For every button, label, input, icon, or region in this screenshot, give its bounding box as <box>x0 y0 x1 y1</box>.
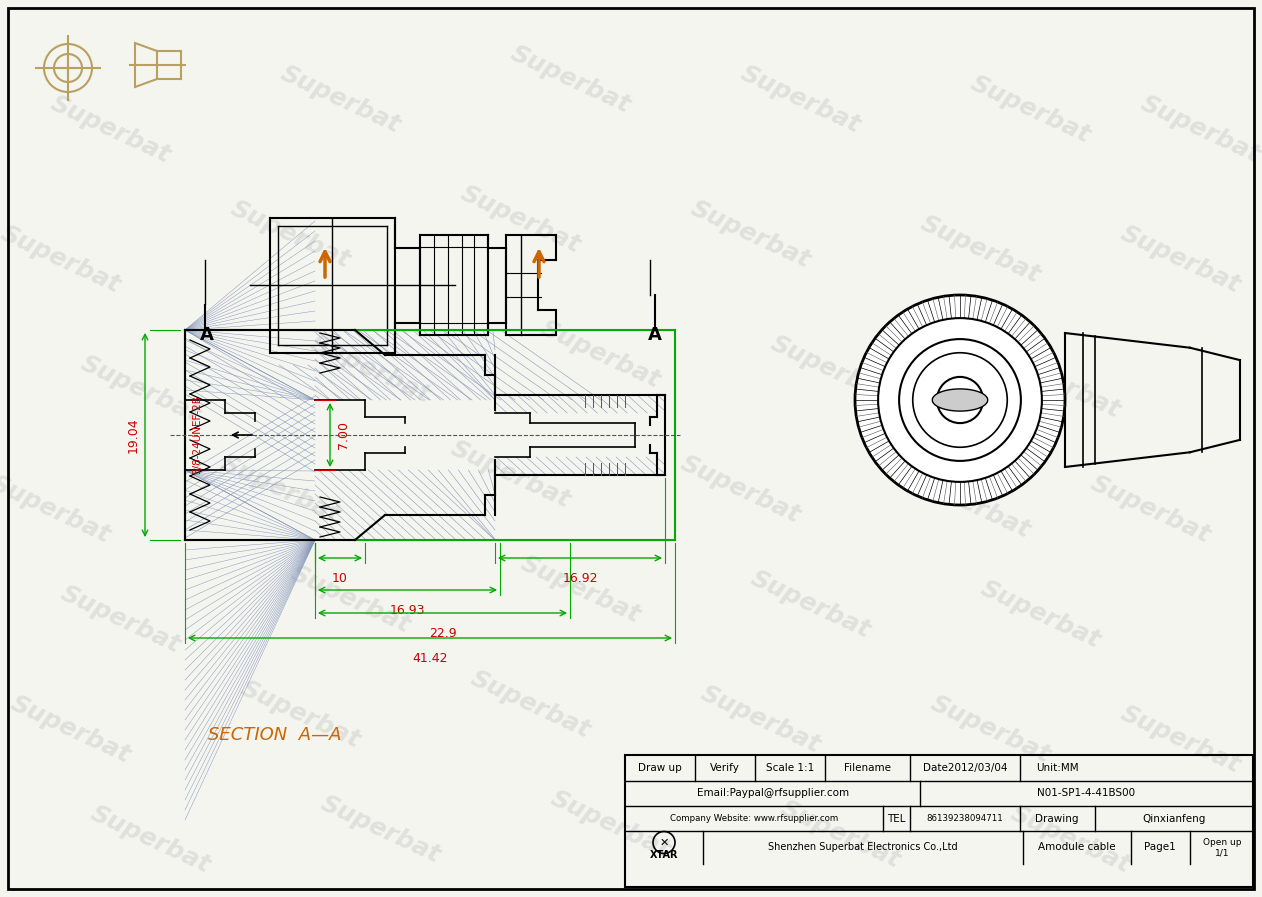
Text: Superbat: Superbat <box>746 567 873 643</box>
Text: Superbat: Superbat <box>456 182 584 258</box>
Text: Filename: Filename <box>844 763 891 773</box>
Text: Page1: Page1 <box>1145 842 1176 852</box>
Text: Superbat: Superbat <box>76 352 204 428</box>
Text: Superbat: Superbat <box>926 692 1054 769</box>
Text: Superbat: Superbat <box>506 41 634 118</box>
Text: Drawing: Drawing <box>1035 814 1079 823</box>
Text: Date2012/03/04: Date2012/03/04 <box>923 763 1007 773</box>
Text: A: A <box>649 326 663 344</box>
Text: Amodule cable: Amodule cable <box>1039 842 1116 852</box>
Circle shape <box>899 339 1021 461</box>
Text: ✕: ✕ <box>659 838 669 848</box>
Text: 41.42: 41.42 <box>413 652 448 665</box>
Text: Superbat: Superbat <box>307 332 434 408</box>
Text: Superbat: Superbat <box>0 222 124 299</box>
Text: Superbat: Superbat <box>536 317 664 393</box>
Text: Superbat: Superbat <box>516 552 644 628</box>
Circle shape <box>936 377 983 423</box>
Text: Superbat: Superbat <box>276 62 404 138</box>
Circle shape <box>854 295 1065 505</box>
Text: 19.04: 19.04 <box>126 417 140 453</box>
Text: Superbat: Superbat <box>56 582 184 658</box>
Text: Superbat: Superbat <box>1116 701 1244 779</box>
Text: Superbat: Superbat <box>776 797 904 874</box>
Bar <box>625 755 1253 887</box>
Text: Unit:MM: Unit:MM <box>1036 763 1079 773</box>
Text: Draw up: Draw up <box>639 763 681 773</box>
Text: Superbat: Superbat <box>86 802 213 878</box>
Text: Open up
1/1: Open up 1/1 <box>1203 838 1242 858</box>
Text: Superbat: Superbat <box>1116 222 1244 299</box>
Text: Verify: Verify <box>711 763 740 773</box>
Text: Superbat: Superbat <box>916 212 1044 288</box>
Text: Superbat: Superbat <box>1006 802 1133 878</box>
Text: Superbat: Superbat <box>736 62 864 138</box>
Text: Superbat: Superbat <box>216 452 343 528</box>
Text: 22.9: 22.9 <box>429 627 457 640</box>
Text: 10: 10 <box>332 572 348 585</box>
Text: Superbat: Superbat <box>697 682 824 758</box>
Text: Qinxianfeng: Qinxianfeng <box>1142 814 1205 823</box>
Text: Superbat: Superbat <box>0 472 114 548</box>
Text: A: A <box>201 326 215 344</box>
Text: Superbat: Superbat <box>967 72 1094 148</box>
Text: Superbat: Superbat <box>6 692 134 769</box>
Text: Superbat: Superbat <box>976 577 1104 653</box>
Text: Superbat: Superbat <box>996 347 1124 423</box>
Text: Shenzhen Superbat Electronics Co.,Ltd: Shenzhen Superbat Electronics Co.,Ltd <box>769 842 958 852</box>
Text: 5/8-24UNEF-2B: 5/8-24UNEF-2B <box>192 396 202 475</box>
Text: 86139238094711: 86139238094711 <box>926 814 1003 823</box>
Text: Superbat: Superbat <box>906 466 1034 544</box>
Text: Superbat: Superbat <box>1136 91 1262 169</box>
Text: Superbat: Superbat <box>236 676 363 753</box>
Text: Company Website: www.rfsupplier.com: Company Website: www.rfsupplier.com <box>670 814 838 823</box>
Text: Superbat: Superbat <box>47 91 174 169</box>
Text: SECTION  A—A: SECTION A—A <box>208 726 342 744</box>
Text: 7.00: 7.00 <box>337 421 351 449</box>
Text: Superbat: Superbat <box>676 452 804 528</box>
Text: Superbat: Superbat <box>766 332 893 408</box>
Text: Superbat: Superbat <box>1087 472 1214 548</box>
Text: Superbat: Superbat <box>447 437 574 513</box>
Text: Superbat: Superbat <box>317 792 444 868</box>
Text: Superbat: Superbat <box>687 196 814 274</box>
Text: Superbat: Superbat <box>226 196 353 274</box>
Circle shape <box>878 318 1042 482</box>
Text: Superbat: Superbat <box>546 787 674 863</box>
Text: TEL: TEL <box>887 814 905 823</box>
Circle shape <box>912 353 1007 448</box>
Text: Superbat: Superbat <box>466 666 594 744</box>
Polygon shape <box>933 389 988 411</box>
Text: 16.92: 16.92 <box>563 572 598 585</box>
Text: 16.93: 16.93 <box>390 604 425 617</box>
Text: Scale 1:1: Scale 1:1 <box>766 763 814 773</box>
Text: Superbat: Superbat <box>286 562 414 639</box>
Text: N01-SP1-4-41BS00: N01-SP1-4-41BS00 <box>1037 788 1136 798</box>
Text: Email:Paypal@rfsupplier.com: Email:Paypal@rfsupplier.com <box>697 788 849 798</box>
Text: XTAR: XTAR <box>650 850 678 860</box>
